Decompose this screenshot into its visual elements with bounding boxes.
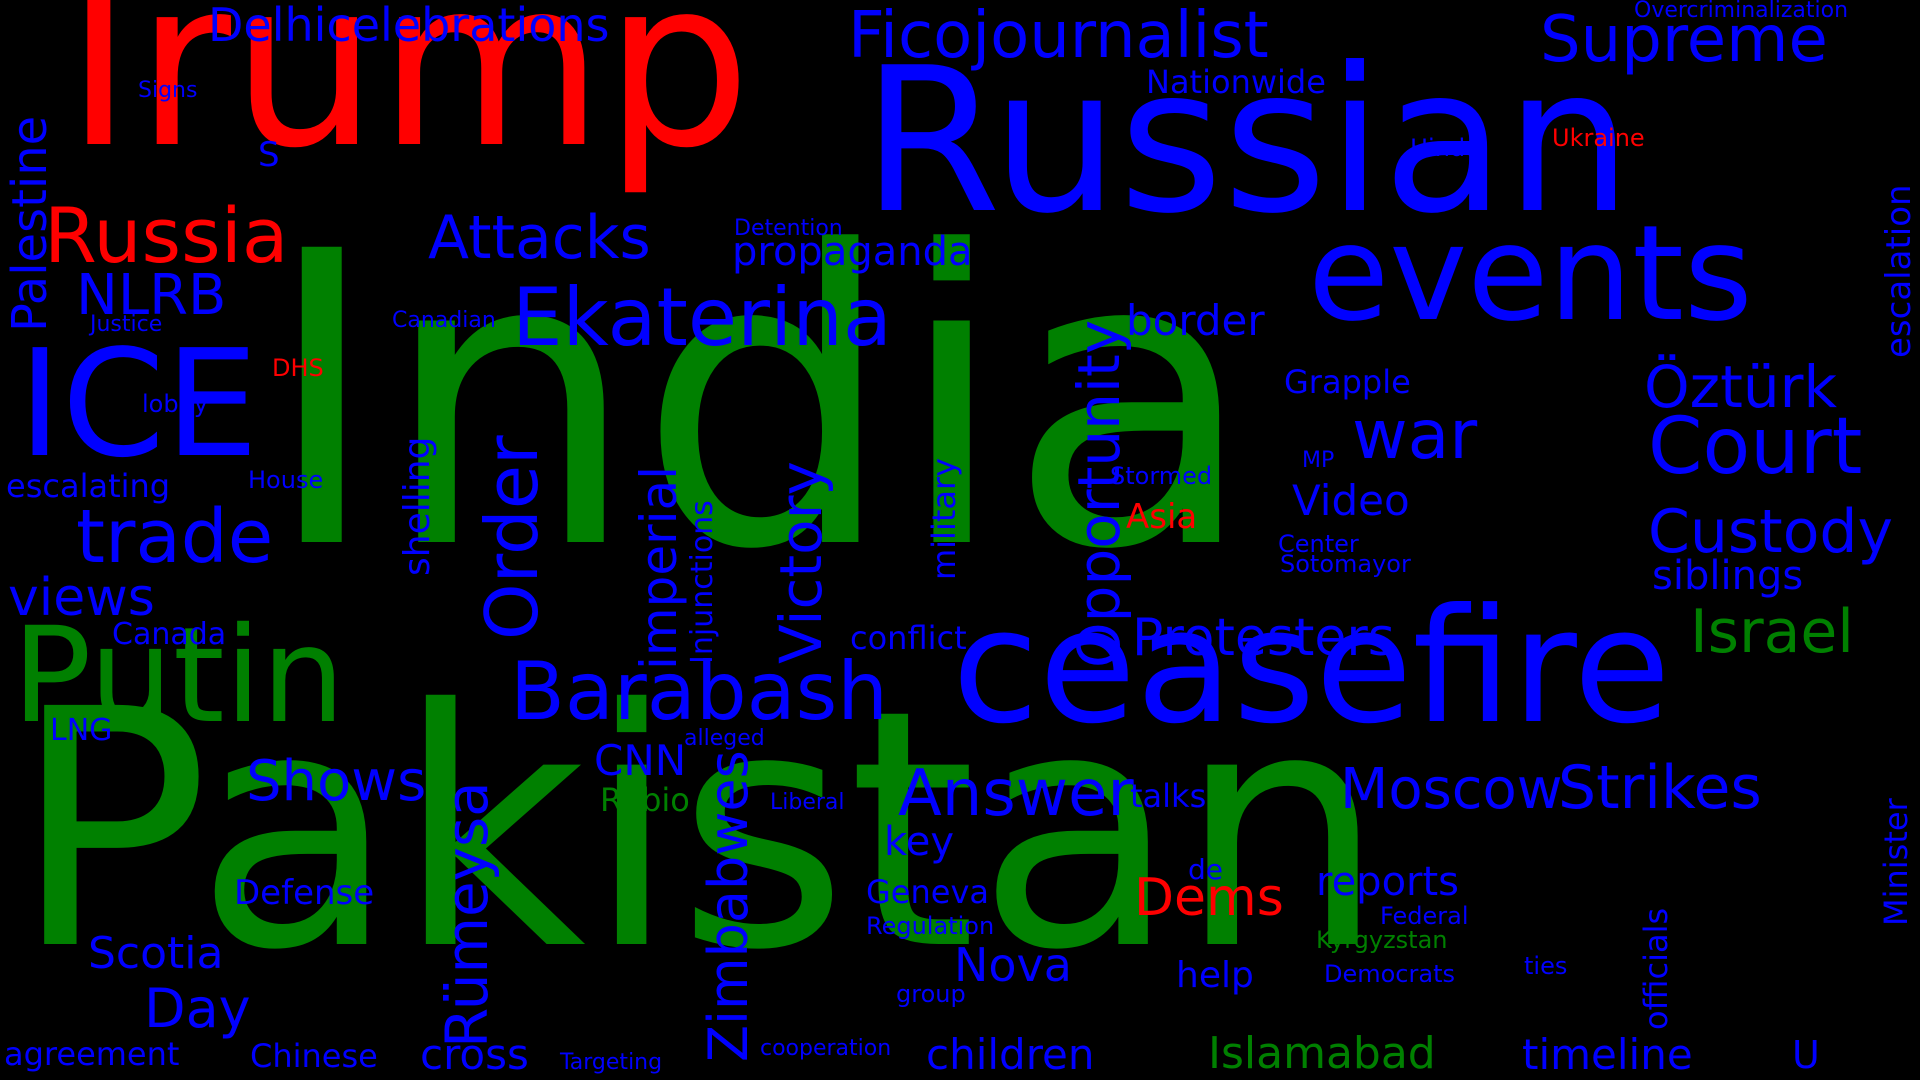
word-answer: Answer: [898, 757, 1134, 831]
word-alleged: alleged: [684, 726, 765, 751]
word-ekaterina: Ekaterina: [512, 271, 892, 364]
word-scotia: Scotia: [88, 928, 224, 979]
word-escalation: escalation: [1879, 184, 1919, 358]
word-center: Center: [1278, 530, 1359, 558]
word-house: House: [248, 466, 324, 494]
word-timeline: timeline: [1522, 1030, 1693, 1079]
word-democrats: Democrats: [1324, 960, 1455, 988]
word-nova: Nova: [954, 938, 1072, 992]
word-ficojournalist: Ficojournalist: [848, 0, 1269, 73]
word-shelling: shelling: [397, 436, 438, 576]
word-order: Order: [470, 435, 554, 640]
word-delhicelebrations: Delhicelebrations: [208, 0, 610, 52]
word-key: key: [884, 819, 955, 865]
word-officials: officials: [1637, 907, 1675, 1030]
word-opportunity: Opportunity: [1065, 319, 1133, 668]
word-grapple: Grapple: [1284, 363, 1411, 401]
word-views: views: [8, 568, 155, 628]
word-border: border: [1126, 296, 1265, 345]
word-justice: Justice: [90, 312, 163, 337]
word-siblings: siblings: [1652, 553, 1804, 599]
word-attacks: Attacks: [428, 203, 651, 273]
word-rumeysa: Rümeysa: [433, 781, 501, 1048]
word-de: de: [1188, 853, 1223, 886]
word-moscow: Moscow: [1340, 757, 1563, 822]
word-custody: Custody: [1648, 497, 1894, 567]
word-targeting: Targeting: [560, 1050, 663, 1075]
word-signs: Signs: [138, 78, 198, 103]
word-dhs: DHS: [272, 354, 324, 382]
word-video: Video: [1292, 476, 1410, 525]
word-rubio: Rubio: [600, 781, 690, 819]
word-cnn: CNN: [594, 736, 687, 785]
word-protesters: Protesters: [1132, 608, 1395, 668]
word-trump: Trump: [28, 0, 752, 199]
word-islamabad: Islamabad: [1208, 1028, 1436, 1079]
word-canadian: Canadian: [392, 308, 496, 333]
word-russia: Russia: [44, 191, 289, 280]
word-injunctions: Injunctions: [685, 500, 720, 664]
word-help: help: [1176, 955, 1254, 996]
word-cooperation: cooperation: [760, 1036, 892, 1061]
word-group: group: [896, 980, 966, 1008]
word-detention: Detention: [734, 216, 843, 241]
word-overcriminalization: Overcriminalization: [1634, 0, 1849, 23]
word-ceasefire: ceasefire: [952, 575, 1671, 759]
word-ice: ICE: [18, 318, 259, 490]
word-court: Court: [1648, 402, 1863, 492]
word-talks: talks: [1130, 777, 1207, 815]
word-chinese: Chinese: [250, 1037, 378, 1075]
word-nlrb: NLRB: [76, 263, 227, 328]
word-sotomayor: Sotomayor: [1280, 550, 1411, 578]
word-events: events: [1308, 197, 1753, 351]
word-defense: Defense: [234, 873, 375, 913]
word-geneva: Geneva: [866, 873, 989, 911]
word-escalating: escalating: [6, 467, 171, 505]
word-regulation: Regulation: [866, 912, 995, 940]
word-strikes: Strikes: [1558, 753, 1762, 823]
word-mp: MP: [1302, 448, 1335, 473]
word-u: U: [1792, 1033, 1820, 1077]
word-reports: reports: [1316, 859, 1460, 905]
word-shows: Shows: [246, 749, 427, 814]
word-hindu: Hindu: [1410, 134, 1481, 162]
word-conflict: conflict: [850, 619, 967, 657]
word-liberal: Liberal: [770, 790, 845, 815]
word-canada: Canada: [112, 617, 227, 652]
word-ukraine: Ukraine: [1552, 124, 1645, 152]
word-kyrgyzstan: Kyrgyzstan: [1316, 926, 1448, 954]
word-minister: Minister: [1877, 798, 1915, 926]
word-agreement: agreement: [4, 1035, 180, 1073]
word-russian: Russian: [862, 25, 1633, 258]
word-war: war: [1352, 396, 1478, 475]
word-pakistan: Pakistan: [12, 641, 1386, 1022]
word-propaganda: propaganda: [732, 229, 973, 275]
word-children: children: [926, 1030, 1095, 1079]
word-day: Day: [144, 977, 251, 1040]
word-ozturk: Öztürk: [1644, 353, 1838, 421]
word-asia: Asia: [1126, 497, 1198, 537]
word-federal: Federal: [1380, 902, 1469, 930]
word-palestine: Palestine: [2, 115, 58, 332]
word-israel: Israel: [1690, 597, 1854, 667]
word-nationwide: Nationwide: [1146, 63, 1326, 101]
word-lobby: lobby: [142, 390, 209, 418]
word-barabash: Barabash: [510, 645, 889, 738]
word-stormed: Stormed: [1110, 462, 1213, 490]
word-trade: trade: [76, 494, 274, 580]
word-military: military: [925, 457, 963, 580]
word-zimbabwes: Zimbabwes: [697, 750, 760, 1062]
word-imperial: imperial: [630, 465, 688, 670]
word-victory: Victory: [767, 461, 835, 664]
word-lng: LNG: [50, 713, 113, 748]
word-dems: Dems: [1134, 868, 1284, 928]
word-supreme: Supreme: [1540, 3, 1828, 77]
word-s: S: [258, 135, 280, 175]
word-putin: Putin: [12, 599, 346, 753]
word-india: India: [262, 166, 1256, 638]
word-cross: cross: [420, 1030, 529, 1079]
word-ties: ties: [1524, 952, 1568, 980]
